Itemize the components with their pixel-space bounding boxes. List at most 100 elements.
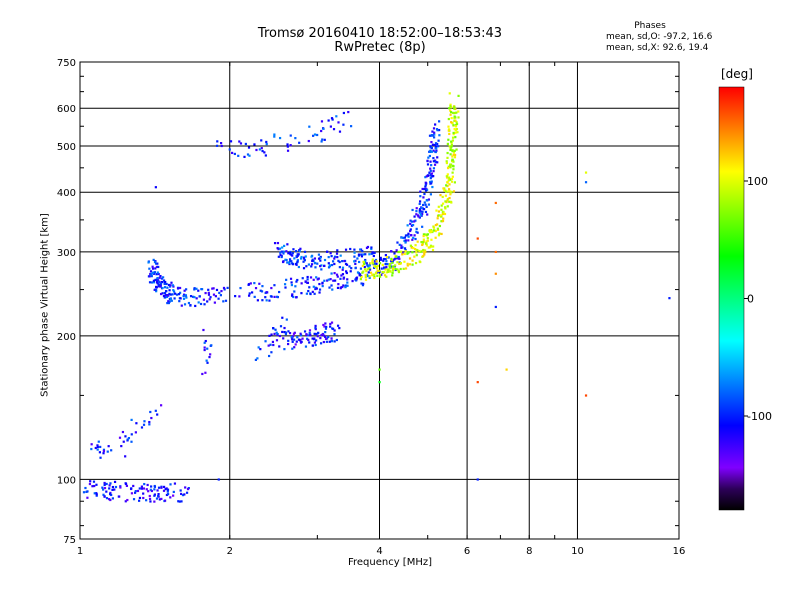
data-point — [361, 284, 365, 287]
data-point — [350, 267, 353, 270]
data-point — [103, 486, 107, 490]
data-point — [292, 248, 295, 251]
data-point — [163, 296, 166, 299]
colorbar-tick-label: 100 — [747, 175, 768, 188]
data-point — [584, 171, 588, 174]
data-point — [426, 213, 429, 216]
data-point — [160, 404, 163, 407]
data-point — [432, 157, 435, 160]
data-point — [281, 316, 284, 319]
data-point — [307, 338, 310, 342]
data-point — [399, 261, 402, 265]
data-point — [111, 497, 114, 500]
data-point — [453, 156, 457, 159]
data-point — [358, 260, 361, 264]
data-point — [198, 295, 201, 298]
data-point — [413, 220, 416, 223]
data-point — [444, 200, 447, 203]
data-point — [180, 500, 183, 503]
data-point — [367, 271, 370, 274]
data-point — [314, 324, 317, 328]
data-point — [118, 495, 121, 498]
data-point — [330, 117, 334, 120]
data-point — [450, 180, 454, 183]
data-point — [193, 288, 196, 291]
data-point — [406, 264, 409, 267]
data-point — [321, 284, 324, 288]
data-point — [303, 250, 307, 253]
data-point — [430, 150, 434, 153]
data-point — [357, 253, 361, 256]
data-point — [336, 275, 339, 278]
data-point — [397, 255, 400, 259]
data-point — [454, 125, 458, 128]
data-point — [445, 190, 448, 193]
data-point — [338, 266, 341, 269]
data-point — [421, 243, 424, 247]
data-point — [90, 447, 93, 451]
data-point — [213, 301, 216, 304]
data-point — [404, 241, 407, 244]
data-point — [412, 236, 415, 239]
data-point — [418, 249, 421, 253]
data-point — [408, 263, 412, 266]
data-point — [303, 259, 306, 262]
data-point — [153, 485, 157, 488]
data-point — [305, 333, 308, 336]
data-point — [330, 263, 334, 267]
data-point — [316, 262, 319, 265]
data-point — [288, 262, 291, 266]
data-point — [382, 267, 386, 270]
data-point — [136, 489, 140, 493]
data-point — [314, 266, 317, 269]
data-point — [429, 145, 432, 148]
data-point — [90, 443, 93, 446]
data-point — [219, 294, 223, 297]
data-point — [166, 286, 169, 289]
data-point — [344, 248, 348, 251]
data-point — [435, 209, 438, 212]
data-point — [94, 446, 97, 450]
data-point — [334, 279, 337, 282]
data-point — [265, 140, 268, 144]
data-point — [430, 164, 433, 167]
data-point — [290, 335, 293, 339]
data-point — [247, 294, 251, 297]
data-point — [319, 265, 322, 268]
data-point — [430, 140, 433, 144]
data-point — [165, 290, 168, 293]
data-point — [269, 343, 272, 346]
data-point — [289, 277, 293, 280]
data-point — [434, 142, 438, 145]
data-point — [303, 330, 307, 333]
data-point — [320, 140, 323, 143]
data-point — [109, 482, 112, 485]
data-point — [132, 484, 135, 488]
data-point — [169, 293, 173, 296]
data-point — [375, 262, 378, 265]
data-point — [450, 121, 453, 124]
x-axis-label: Frequency [MHz] — [347, 557, 433, 568]
data-point — [432, 136, 436, 139]
data-point — [296, 336, 299, 339]
data-point — [360, 253, 363, 256]
data-point — [432, 229, 435, 232]
data-point — [432, 149, 435, 152]
data-point — [259, 289, 262, 292]
data-point — [448, 200, 451, 203]
data-point — [107, 445, 110, 448]
data-point — [295, 296, 298, 299]
data-point — [393, 252, 396, 255]
data-point — [204, 291, 207, 295]
data-point — [368, 275, 371, 278]
data-point — [296, 260, 299, 263]
data-point — [287, 342, 290, 346]
data-point — [309, 276, 313, 279]
data-point — [184, 294, 187, 297]
data-point — [420, 240, 423, 244]
data-point — [330, 321, 334, 324]
data-point — [450, 141, 453, 144]
data-point — [430, 245, 433, 248]
data-point — [239, 142, 243, 145]
data-point — [316, 335, 319, 338]
